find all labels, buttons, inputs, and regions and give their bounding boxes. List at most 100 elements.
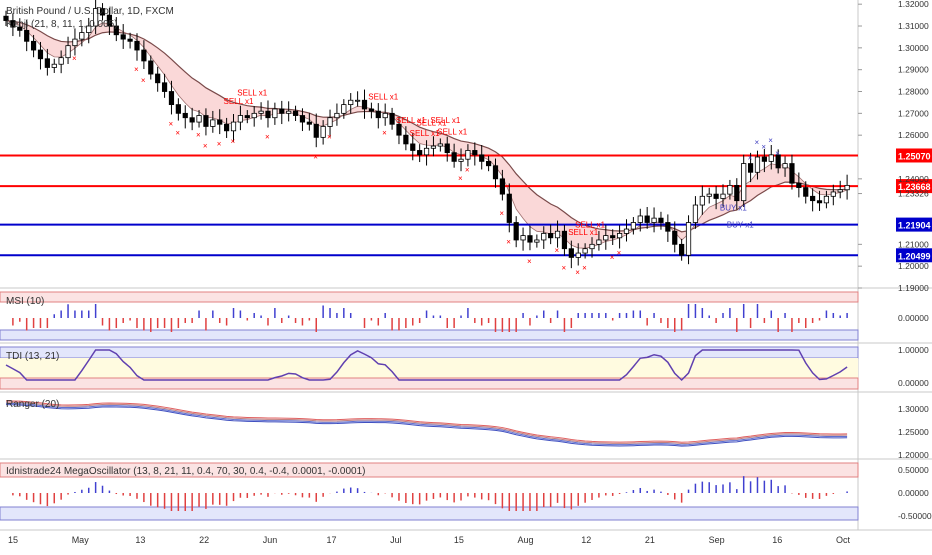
candle-body — [437, 143, 443, 147]
x-tick-label: Sep — [709, 535, 725, 545]
candle-body — [127, 38, 133, 42]
candle-body — [830, 191, 836, 197]
candle-body — [685, 222, 692, 256]
candle-body — [389, 112, 395, 125]
candle-body — [568, 248, 574, 258]
ranger-line — [5, 400, 848, 443]
candle-body — [816, 200, 823, 204]
signal-annotation: SELL x1 — [368, 93, 398, 102]
candle-body — [79, 32, 85, 40]
y-tick-label: 1.28000 — [898, 87, 929, 97]
candle-body — [51, 63, 57, 68]
signal-annotation: SELL x1 — [410, 129, 440, 138]
candle-body — [734, 184, 740, 202]
ranger-tick-label: 1.20000 — [898, 450, 929, 460]
level-price-tag — [896, 217, 932, 232]
candle-body — [299, 115, 306, 123]
candle-body — [189, 117, 195, 123]
candle-body — [265, 110, 271, 119]
sell-marker: × — [217, 139, 222, 148]
x-tick-label: 12 — [581, 535, 591, 545]
candle-body — [355, 99, 361, 102]
y-tick-label: 1.26000 — [898, 130, 929, 140]
candle-body — [403, 134, 409, 145]
candle-body — [24, 29, 30, 42]
x-tick-label: 17 — [326, 535, 336, 545]
candle-body — [306, 121, 312, 125]
y-tick-label: 1.27000 — [898, 108, 929, 118]
candle-body — [761, 156, 767, 162]
candle-body — [796, 182, 802, 188]
candle-body — [93, 8, 99, 27]
candle-body — [423, 147, 430, 156]
candle-body — [210, 119, 216, 127]
level-price-label: 1.21904 — [898, 221, 931, 231]
candle-body — [527, 235, 533, 243]
candle-body — [458, 158, 464, 162]
panel-band — [0, 377, 859, 390]
buy-marker: × — [754, 138, 759, 147]
candle-body — [58, 57, 64, 65]
candle-body — [113, 25, 119, 36]
candle-body — [72, 38, 78, 47]
sell-marker: × — [458, 174, 463, 183]
candle-body — [86, 25, 92, 33]
sell-marker: × — [231, 137, 236, 146]
candle-body — [120, 34, 126, 40]
candle-body — [258, 110, 264, 114]
candle-body — [789, 163, 795, 184]
sell-marker: × — [313, 152, 318, 161]
indicator-label: Kenji (21, 8, 11, 1, 0.005) — [6, 19, 118, 30]
candle-body — [320, 126, 326, 138]
candle-body — [361, 99, 368, 110]
symbol-title: British Pound / U.S. Dollar, 1D, FXCM — [6, 6, 174, 17]
candle-body — [658, 217, 664, 223]
candle-body — [665, 222, 671, 232]
x-tick-label: 15 — [8, 535, 18, 545]
tdi-line — [5, 349, 848, 382]
sell-marker: × — [72, 54, 77, 63]
oscillator-panel-label: Idnistrade24 MegaOscillator (13, 8, 21, … — [6, 466, 366, 477]
x-tick-label: May — [72, 535, 90, 545]
sell-marker: × — [265, 133, 270, 142]
candle-body — [217, 119, 223, 125]
candle-body — [727, 184, 733, 195]
candle-body — [610, 235, 616, 239]
candle-body — [575, 252, 581, 258]
sell-marker: × — [555, 246, 560, 255]
level-price-label: 1.23668 — [898, 182, 931, 192]
candle-body — [279, 108, 285, 114]
tdi-panel-label: TDI (13, 21) — [6, 351, 60, 362]
candle-body — [692, 204, 699, 223]
candle-body — [603, 235, 609, 241]
candle-body — [720, 193, 726, 199]
candle-body — [375, 110, 381, 119]
ranger-line — [5, 404, 848, 447]
x-tick-label: 13 — [135, 535, 145, 545]
candle-body — [596, 239, 602, 245]
oscillator-tick-label: -0.50000 — [898, 511, 932, 521]
candle-body — [803, 187, 809, 197]
panel-band — [0, 462, 859, 478]
sell-marker: × — [175, 128, 180, 137]
candle-body — [292, 110, 299, 116]
candle-body — [65, 45, 71, 59]
msi-panel-label: MSI (10) — [6, 296, 45, 307]
candle-body — [155, 73, 161, 84]
candle-body — [134, 40, 140, 51]
candle-body — [17, 26, 23, 31]
candle-body — [196, 115, 202, 123]
signal-annotation: BUY x1 — [727, 221, 755, 230]
x-tick-label: 15 — [454, 535, 464, 545]
candle-body — [844, 184, 850, 191]
candle-body — [506, 193, 512, 223]
signal-annotation: SELL x1 — [430, 116, 460, 125]
candle-body — [754, 156, 761, 173]
candle-body — [3, 15, 9, 21]
sell-marker: × — [561, 264, 566, 273]
candle-body — [161, 82, 168, 92]
y-tick-label: 1.24000 — [898, 174, 929, 184]
buy-marker: × — [768, 136, 773, 145]
